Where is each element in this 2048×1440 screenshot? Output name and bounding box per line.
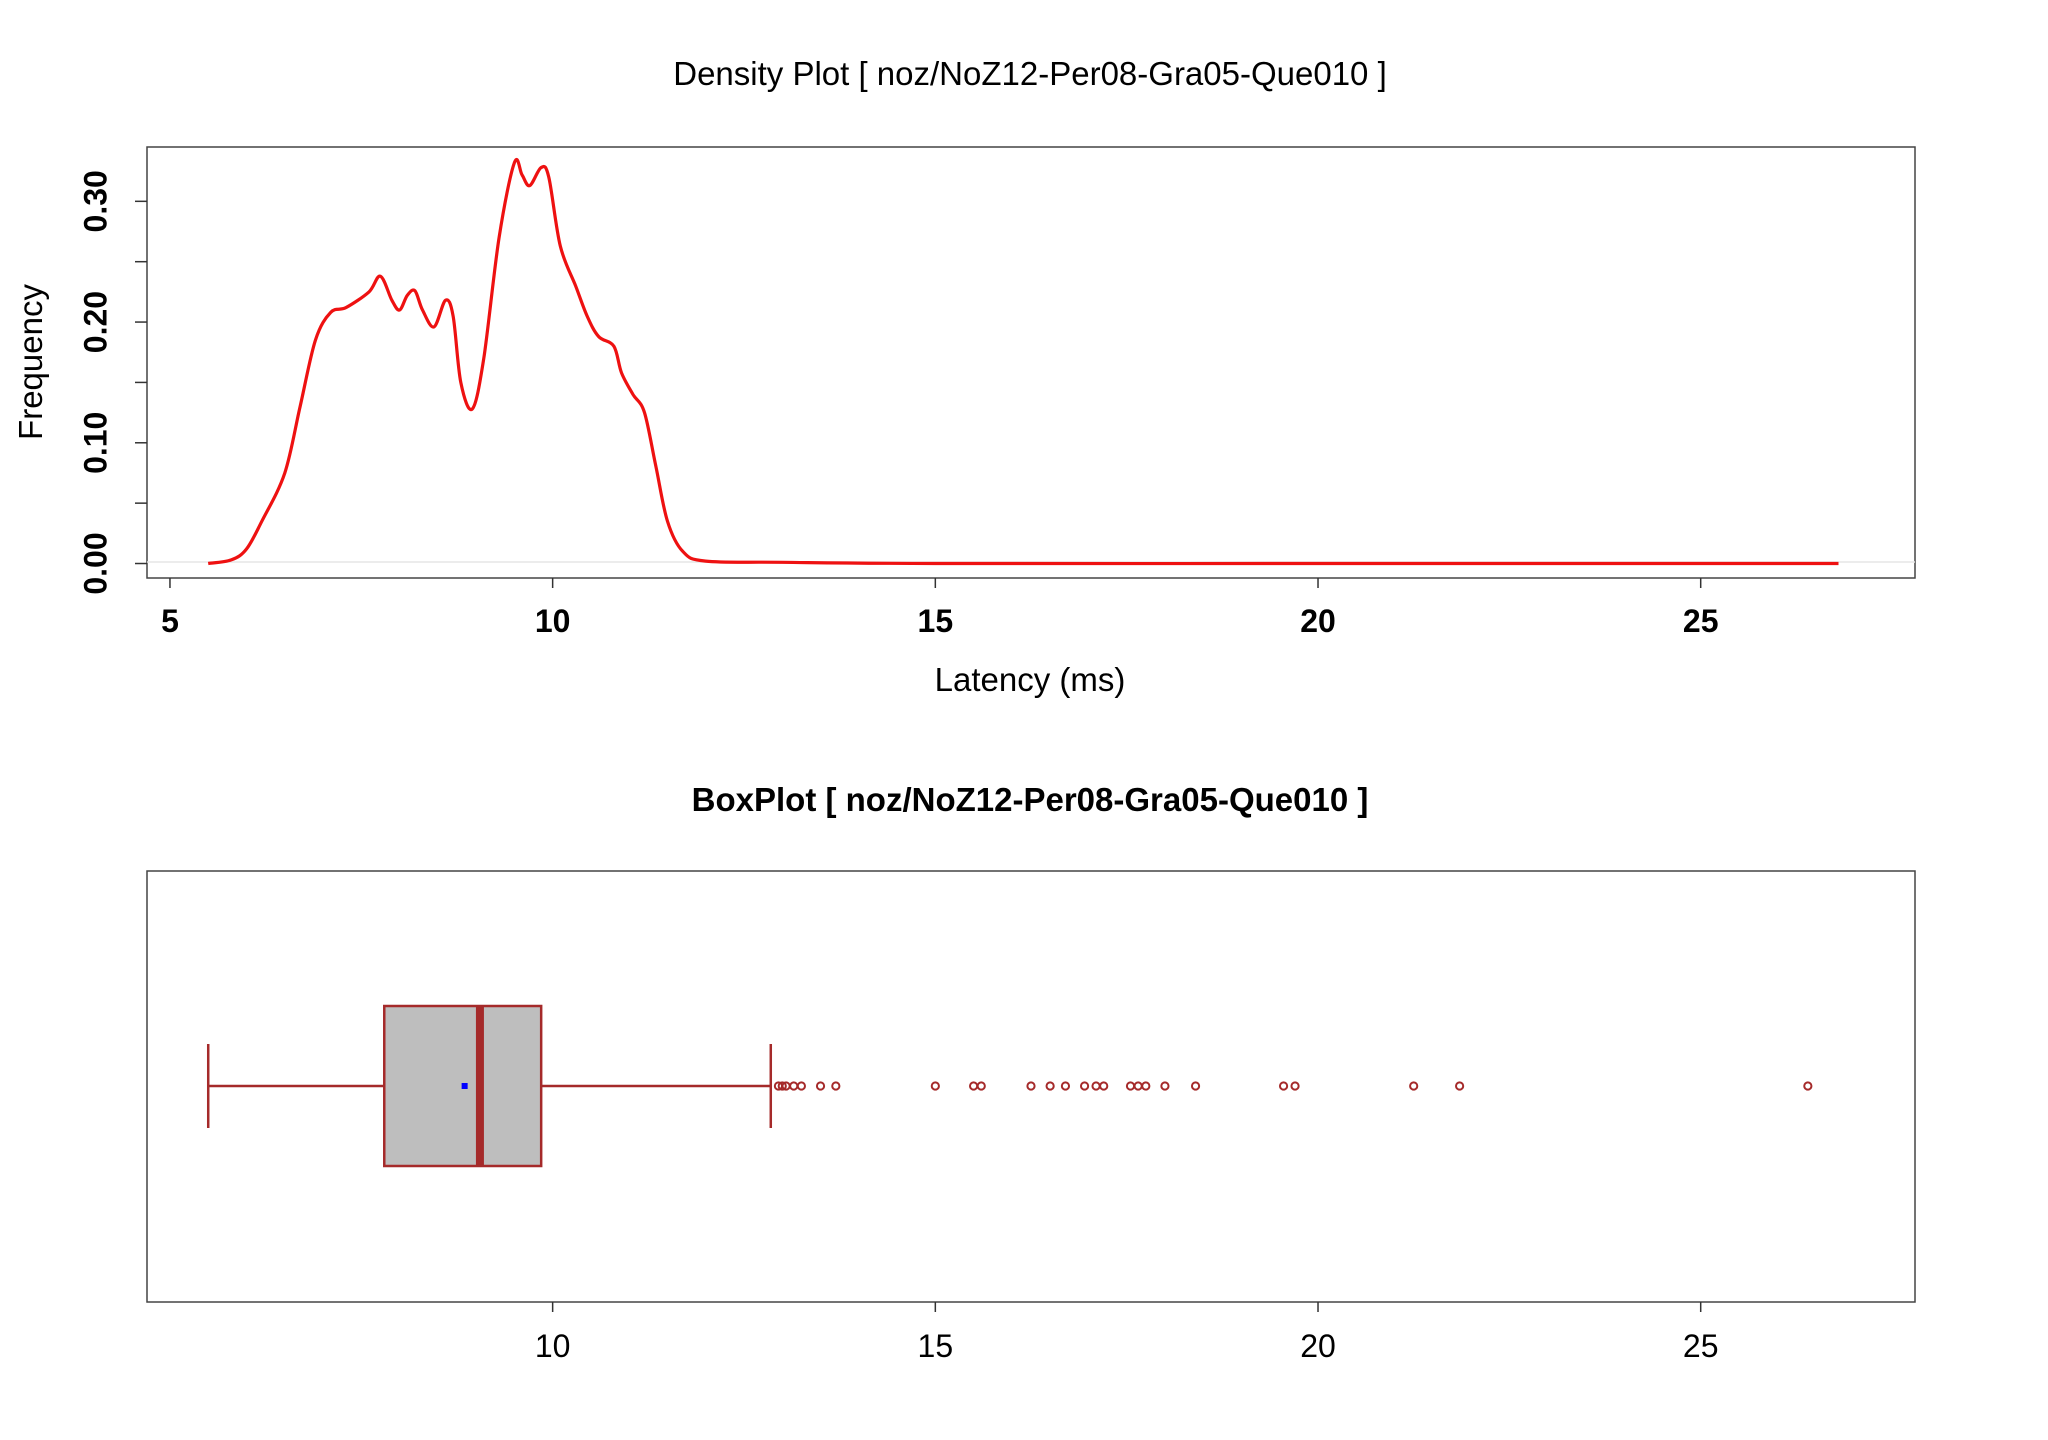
outlier-point — [1141, 1081, 1151, 1091]
outlier-point — [1045, 1081, 1055, 1091]
density-x-tick-label: 25 — [1683, 603, 1719, 639]
density-y-axis-label: Frequency — [12, 284, 49, 440]
box-plot-frame — [146, 870, 1916, 1303]
mean-marker — [461, 1083, 468, 1089]
outlier-point — [1278, 1081, 1289, 1091]
box-x-axis: 10 15 20 25 — [535, 1302, 1719, 1364]
outlier-point — [1079, 1081, 1090, 1091]
box-x-tick-label: 10 — [535, 1328, 571, 1364]
outlier-point — [777, 1081, 787, 1091]
density-y-tick-label: 0.00 — [77, 532, 113, 594]
outlier-point — [1409, 1081, 1419, 1091]
outlier-point — [1133, 1081, 1143, 1091]
box-x-tick-label: 20 — [1300, 1328, 1336, 1364]
density-x-axis-label: Latency (ms) — [935, 661, 1126, 698]
density-x-axis: 5 10 15 20 25 — [161, 578, 1718, 639]
outlier-point — [1026, 1081, 1036, 1091]
density-x-tick-label: 5 — [161, 603, 179, 639]
outlier-point — [1091, 1081, 1101, 1091]
outlier-point — [789, 1081, 799, 1091]
density-plot-frame — [146, 146, 1916, 579]
outlier-point — [1190, 1081, 1201, 1091]
outlier-point — [1060, 1081, 1071, 1091]
density-y-axis: 0.00 0.10 0.20 0.30 — [77, 170, 147, 595]
outlier-point — [815, 1081, 826, 1091]
density-plot-title: Density Plot [ noz/NoZ12-Per08-Gra05-Que… — [673, 55, 1387, 92]
outlier-point — [831, 1081, 841, 1091]
density-x-tick-label: 15 — [918, 603, 954, 639]
outlier-point — [796, 1081, 806, 1091]
box-x-tick-label: 15 — [918, 1328, 954, 1364]
outlier-point — [1455, 1081, 1465, 1091]
density-x-tick-label: 10 — [535, 603, 571, 639]
density-curve — [207, 158, 1839, 566]
box-marks — [206, 1004, 1813, 1168]
box-x-tick-label: 25 — [1683, 1328, 1719, 1364]
box-plot: BoxPlot [ noz/NoZ12-Per08-Gra05-Que010 ]… — [146, 781, 1916, 1364]
outlier-point — [1099, 1081, 1109, 1091]
outlier-point — [930, 1081, 940, 1091]
outlier-point — [968, 1081, 979, 1091]
density-x-tick-label: 20 — [1300, 603, 1336, 639]
box-plot-title: BoxPlot [ noz/NoZ12-Per08-Gra05-Que010 ] — [692, 781, 1369, 818]
density-plot: Density Plot [ noz/NoZ12-Per08-Gra05-Que… — [12, 55, 1916, 698]
density-y-tick-label: 0.10 — [77, 412, 113, 474]
outlier-point — [976, 1081, 986, 1091]
outlier-point — [1160, 1081, 1170, 1091]
density-y-tick-label: 0.20 — [77, 291, 113, 353]
outlier-point — [1803, 1081, 1813, 1091]
outlier-point — [1290, 1081, 1300, 1091]
density-y-tick-label: 0.30 — [77, 170, 113, 232]
outlier-point — [1125, 1081, 1136, 1091]
